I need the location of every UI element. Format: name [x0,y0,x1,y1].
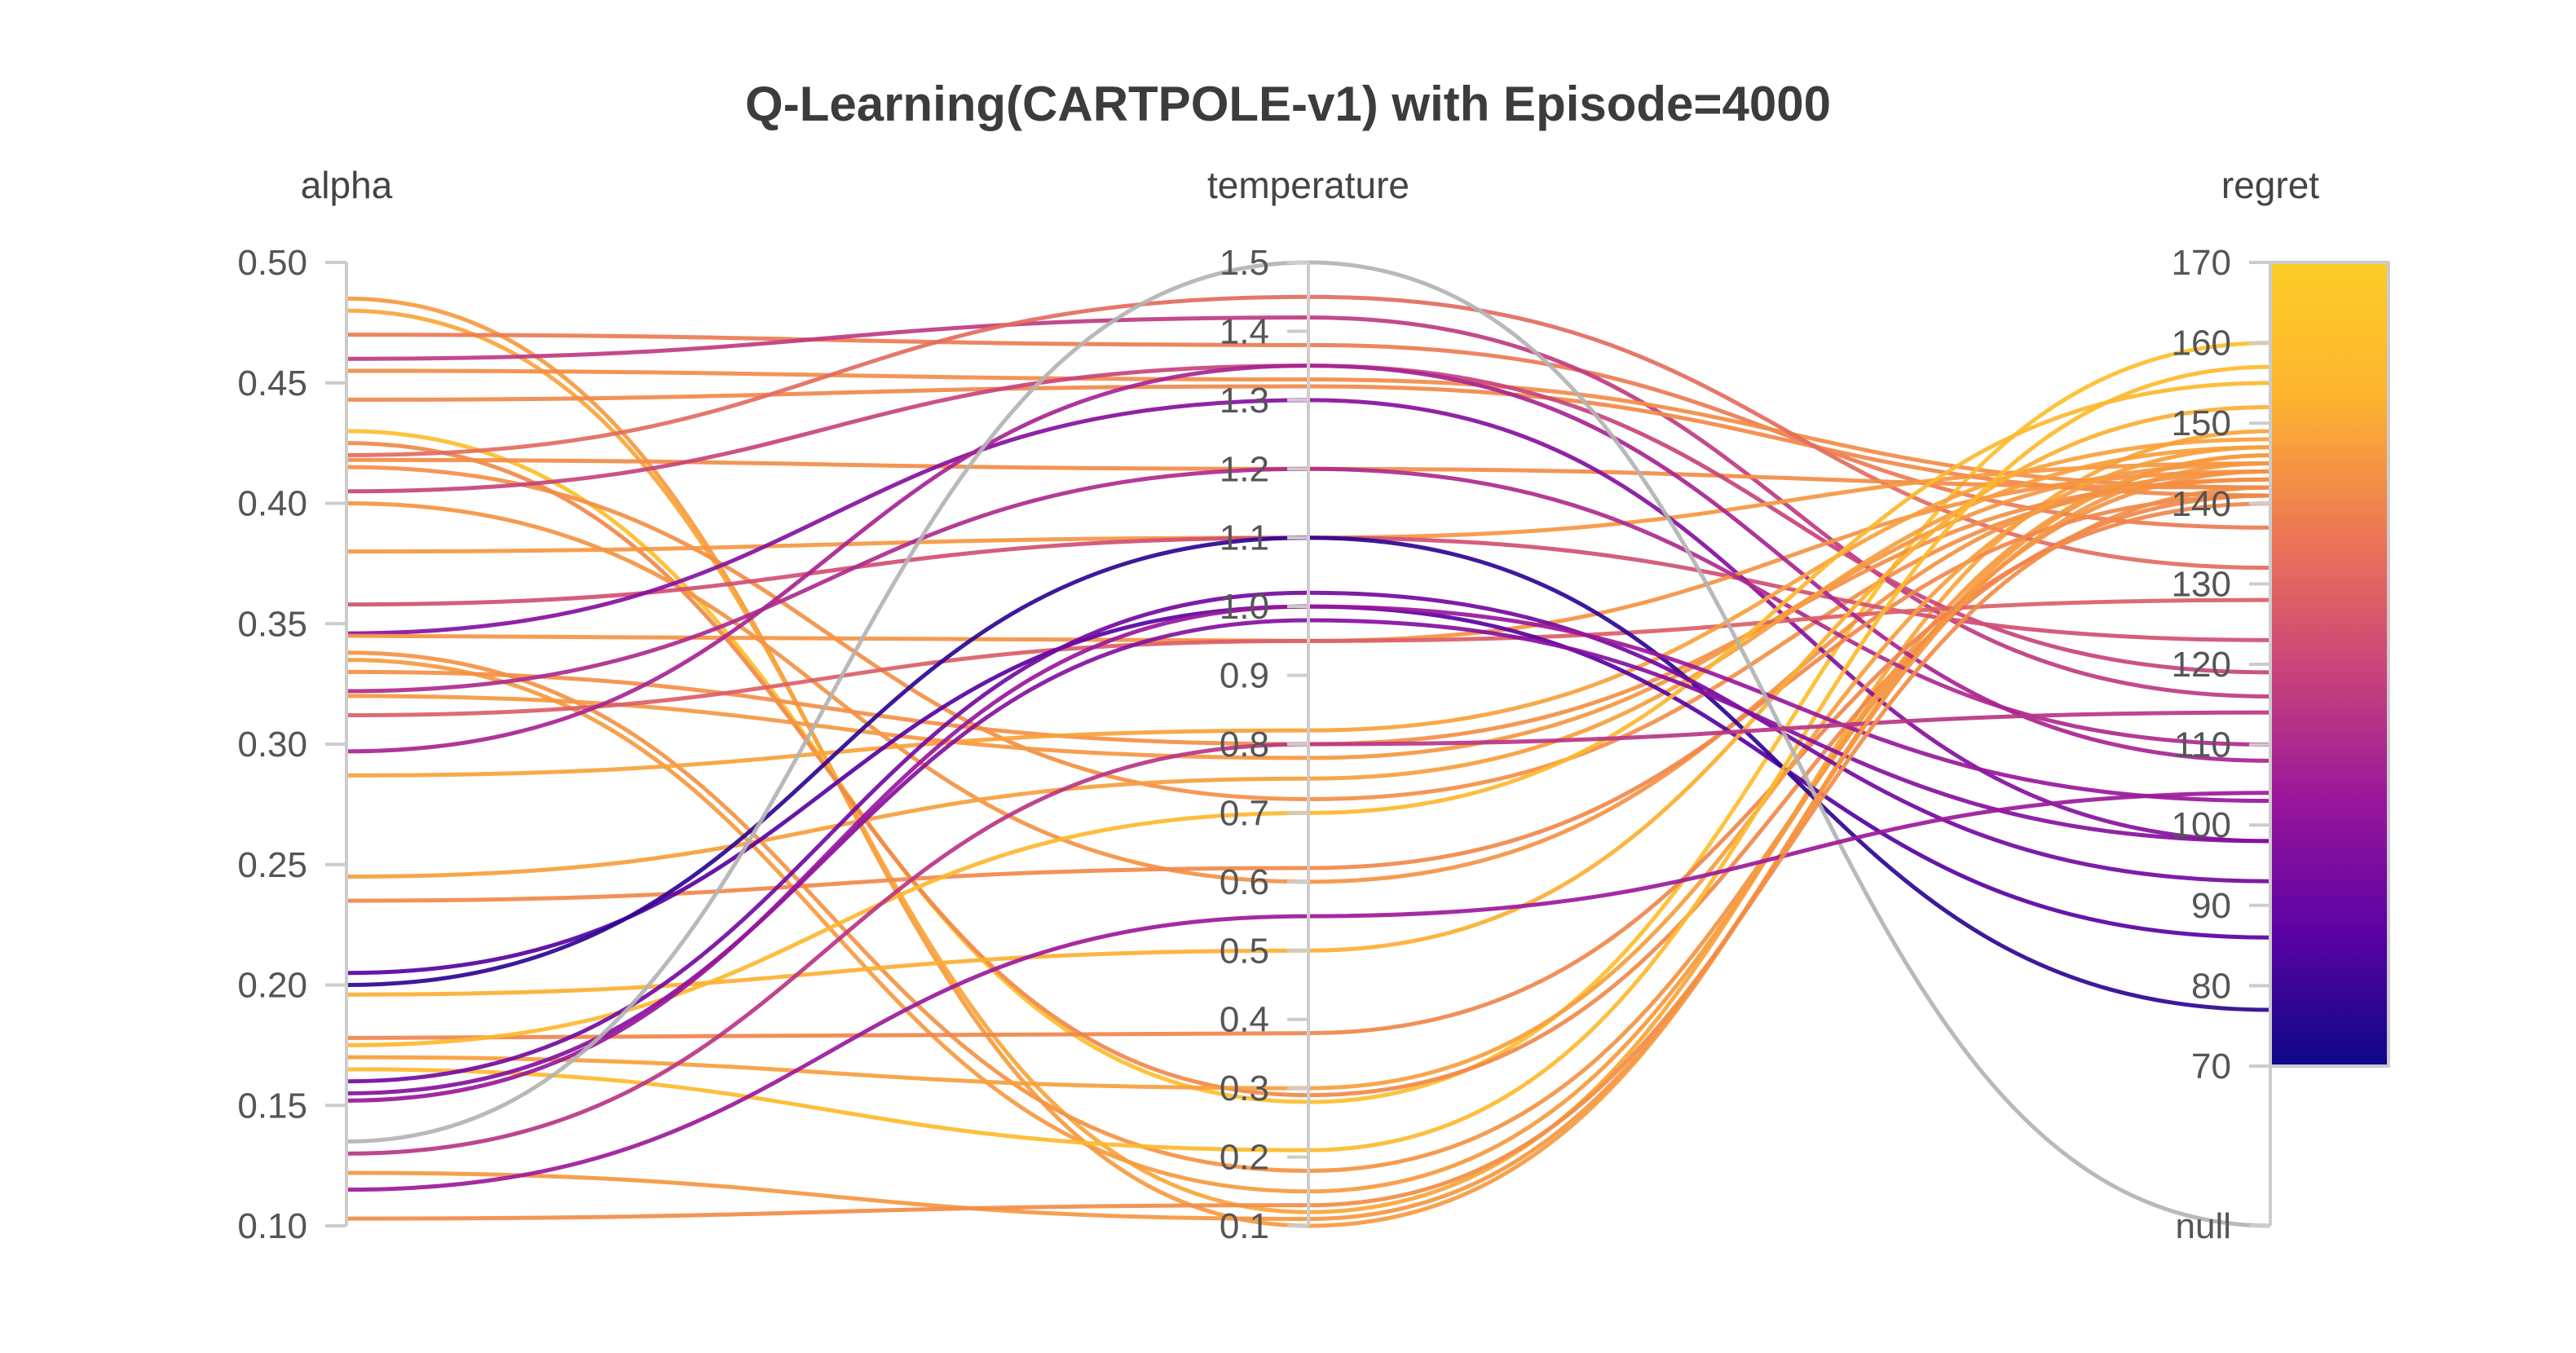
tick-label: 150 [2172,403,2231,443]
tick-label: 0.9 [1220,656,1269,696]
tick-label: 0.20 [237,966,307,1006]
tick-label: 1.3 [1220,381,1269,421]
tick-label: 110 [2174,725,2231,765]
tick-label: 0.8 [1220,725,1269,765]
axis-title: alpha [301,164,393,206]
series-line [346,445,2271,879]
axis-alpha: alpha 0.10 0.15 0.20 0.25 0.30 0.35 0.40 0.45 0.5… [237,164,392,1246]
tick-label: 0.2 [1220,1138,1269,1178]
tick-label: 160 [2172,324,2231,364]
tick-label: 0.4 [1220,1000,1269,1040]
tick-label: 1.4 [1220,311,1269,351]
axis-temperature: temperature 0.1 0.2 0.3 0.4 0.5 0.6 0.7 0.8 0.9 1.… [1207,164,1409,1246]
series-line [346,604,2271,1103]
tick-label: 120 [2172,645,2231,685]
null-tick-label: null [2176,1206,2232,1246]
series-line [346,469,2271,1173]
series-line [346,364,2271,1152]
tick-label: 0.50 [237,243,307,283]
tick-label: 0.25 [237,845,307,885]
tick-label: 0.6 [1220,862,1269,902]
tick-label: 140 [2172,484,2231,524]
chart-title: Q-Learning(CARTPOLE-v1) with Episode=400… [745,77,1831,131]
series-line [346,437,2271,778]
tick-label: 0.7 [1220,793,1269,833]
series-line [346,333,2271,530]
tick-label: 90 [2191,886,2231,926]
axis-title: temperature [1207,164,1409,206]
tick-label: 0.35 [237,604,307,644]
series-line [346,590,2271,1084]
tick-label: 0.30 [237,725,307,765]
tick-label: 130 [2172,564,2231,604]
tick-label: 0.45 [237,364,307,403]
tick-label: 0.40 [237,484,307,524]
series-line [346,315,2271,699]
tick-label: 70 [2191,1047,2231,1086]
tick-label: 0.3 [1220,1069,1269,1108]
axis-regret: regret 70 80 90 100 110 120 130 140 150 160 170 null [2172,164,2390,1246]
tick-label: 1.5 [1220,243,1269,283]
tick-label: 1.1 [1220,518,1269,558]
series-line [346,381,2271,1047]
axes: alpha 0.10 0.15 0.20 0.25 0.30 0.35 0.40 0.45 0.5… [237,164,2390,1246]
series-line [346,445,2271,1091]
series-line [346,404,2271,997]
series-line [346,501,2271,1041]
series-line [346,485,2271,1221]
tick-label: 1.2 [1220,449,1269,489]
tick-label: 0.15 [237,1086,307,1126]
series-line [346,461,2271,1222]
series-line [346,398,2271,844]
tick-label: 170 [2172,243,2231,283]
axis-title: regret [2221,164,2319,206]
tick-label: 1.0 [1220,587,1269,627]
tick-label: 0.10 [237,1206,307,1246]
tick-label: 0.5 [1220,931,1269,971]
tick-label: 80 [2191,966,2231,1006]
colorbar [2270,262,2389,1066]
tick-label: 0.1 [1220,1206,1269,1246]
series-line [346,710,2271,1156]
tick-label: 100 [2172,805,2231,845]
